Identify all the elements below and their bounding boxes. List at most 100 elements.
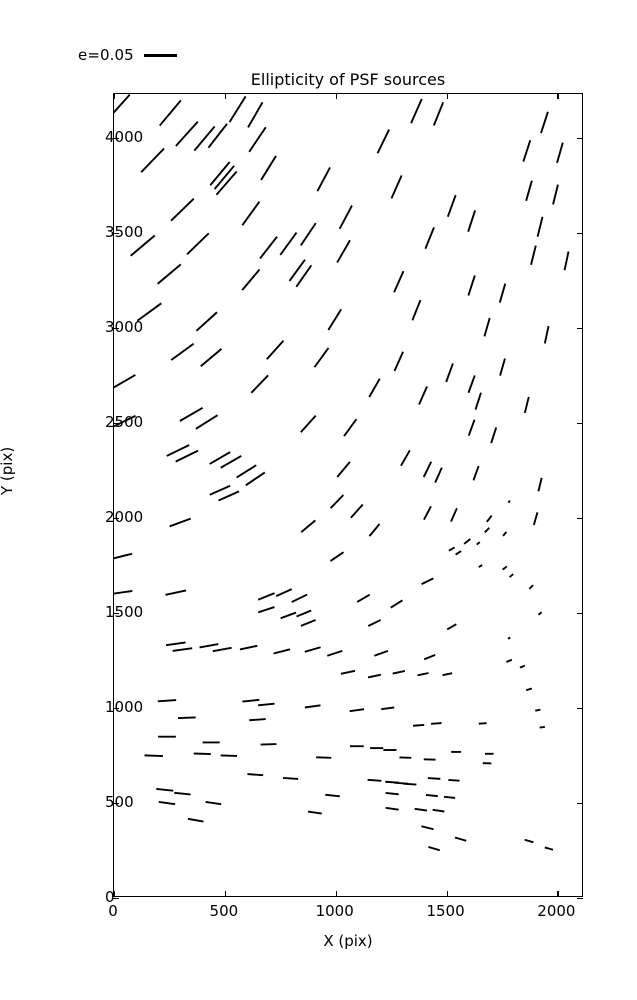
whisker — [490, 427, 498, 444]
whisker — [186, 232, 210, 255]
whisker — [411, 299, 422, 321]
y-tick-right — [577, 232, 583, 235]
page-title: Ellipticity of PSF sources — [250, 70, 446, 89]
whisker — [195, 414, 219, 430]
whisker — [144, 754, 163, 757]
whisker — [140, 147, 165, 173]
whisker — [367, 778, 382, 782]
whisker — [336, 239, 351, 263]
x-tick-top — [224, 93, 227, 99]
whisker — [381, 706, 395, 711]
whisker — [304, 704, 321, 709]
whisker — [313, 347, 330, 368]
whisker — [172, 647, 193, 652]
whisker — [195, 311, 218, 332]
whisker — [556, 142, 564, 164]
whisker — [418, 386, 428, 405]
plot-axes — [113, 93, 583, 900]
whisker — [486, 515, 493, 523]
whisker — [445, 363, 454, 383]
whisker — [260, 155, 277, 181]
whisker — [467, 275, 476, 296]
whisker — [239, 644, 258, 651]
x-ticklabel: 1000 — [315, 902, 354, 920]
whisker — [169, 517, 192, 528]
whisker — [257, 606, 275, 614]
y-tick — [113, 517, 119, 520]
whisker — [329, 551, 345, 562]
whisker — [327, 308, 343, 331]
whisker — [218, 490, 240, 502]
whisker — [368, 378, 381, 398]
whisker — [373, 649, 389, 657]
whisker — [484, 527, 491, 534]
y-tick-right — [577, 612, 583, 615]
whisker — [248, 126, 267, 153]
whisker — [413, 724, 425, 727]
whisker — [368, 523, 381, 537]
whisker — [376, 129, 390, 154]
whisker — [165, 589, 187, 596]
x-tick — [224, 891, 227, 897]
y-tick — [113, 707, 119, 710]
whisker — [535, 708, 541, 712]
whisker — [400, 449, 411, 467]
whisker — [130, 234, 156, 257]
whisker — [474, 392, 482, 410]
whisker — [393, 351, 404, 372]
whisker — [385, 806, 399, 811]
whisker — [247, 101, 264, 128]
whisker — [336, 461, 351, 478]
whisker — [455, 550, 462, 556]
whisker — [307, 810, 322, 815]
whisker — [266, 340, 285, 360]
whisker — [170, 197, 195, 222]
whisker — [414, 807, 428, 812]
whisker — [543, 325, 550, 344]
whisker — [279, 232, 298, 256]
whisker — [200, 348, 223, 367]
whisker — [242, 698, 260, 703]
whisker — [432, 101, 445, 126]
y-tick-right — [577, 707, 583, 710]
whisker — [498, 283, 507, 303]
whisker — [299, 222, 317, 247]
whisker — [448, 779, 460, 782]
whisker — [212, 646, 232, 653]
whisker — [241, 201, 261, 226]
whisker — [316, 756, 332, 759]
x-ticklabel: 1500 — [426, 902, 465, 920]
whisker — [114, 94, 131, 114]
whisker — [530, 245, 537, 265]
whisker — [423, 654, 436, 661]
y-tick-right — [577, 137, 583, 139]
y-ticklabel: 500 — [105, 792, 134, 811]
whisker — [421, 577, 434, 586]
whisker — [343, 418, 358, 437]
whisker — [258, 702, 275, 707]
whisker — [247, 773, 264, 777]
whisker — [367, 673, 382, 679]
whisker — [423, 505, 432, 521]
whisker — [507, 500, 511, 504]
whisker — [446, 194, 457, 218]
whisker — [259, 236, 278, 260]
whisker — [385, 791, 399, 796]
whisker — [417, 672, 429, 677]
whisker — [283, 776, 299, 780]
whisker — [350, 503, 364, 519]
whisker — [213, 165, 235, 190]
whisker — [296, 609, 312, 618]
whisker — [448, 546, 456, 552]
whisker — [291, 593, 308, 603]
y-axis-label: Y (pix) — [0, 446, 16, 495]
whisker — [390, 175, 403, 199]
whisker — [249, 718, 266, 722]
whisker — [454, 836, 467, 842]
whisker — [422, 461, 433, 478]
whisker — [528, 584, 534, 590]
whisker — [508, 573, 514, 578]
y-tick-right — [577, 517, 583, 520]
whisker — [349, 708, 365, 713]
whisker — [280, 611, 297, 620]
